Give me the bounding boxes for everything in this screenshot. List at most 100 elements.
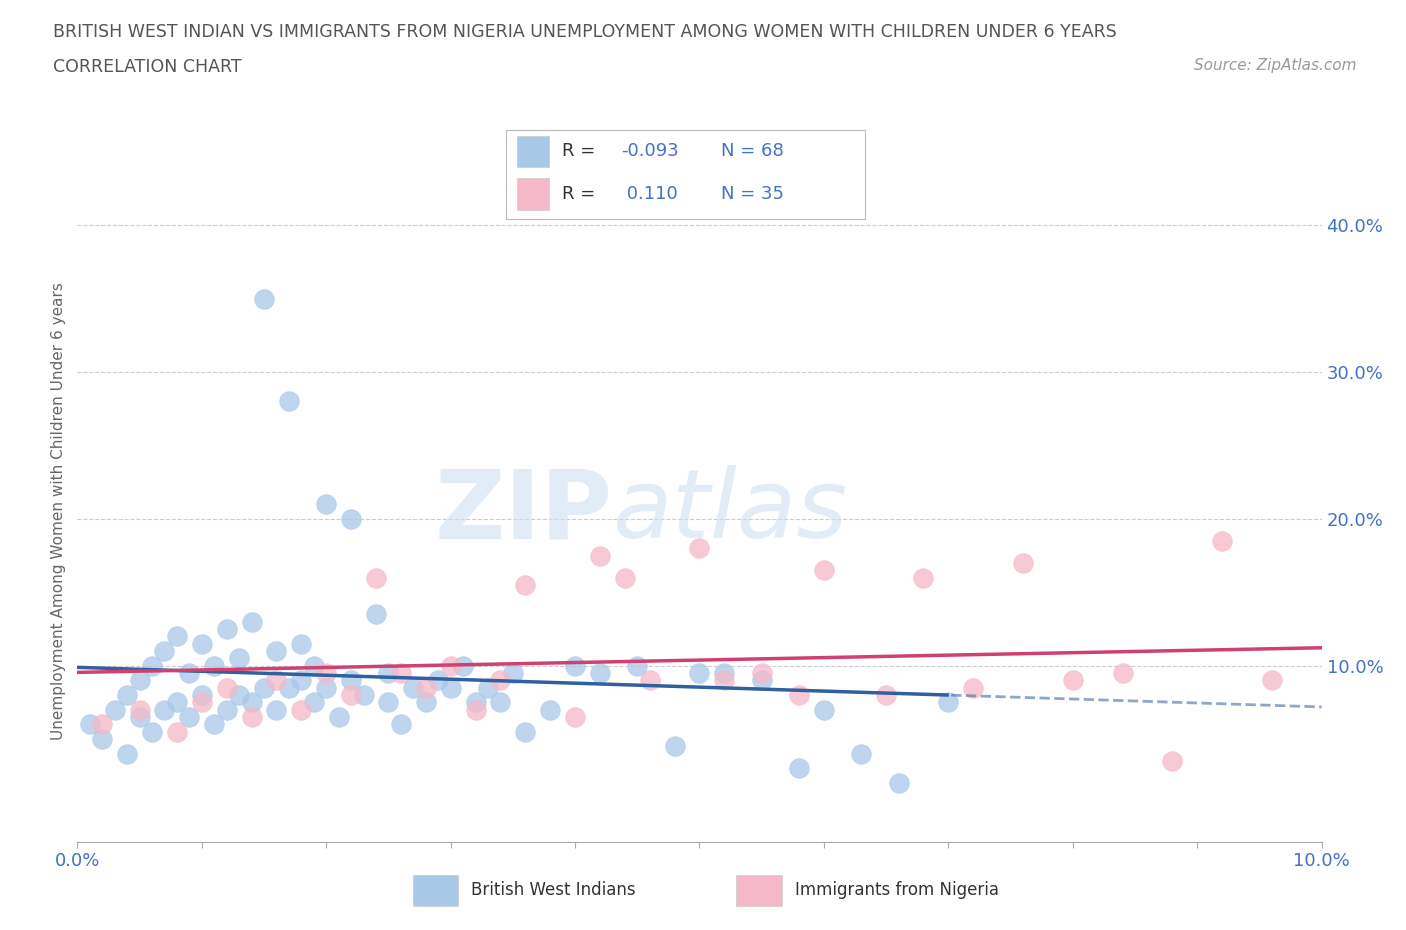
Point bbox=[340, 512, 363, 526]
Text: N = 35: N = 35 bbox=[721, 185, 785, 203]
Point bbox=[153, 644, 176, 658]
Y-axis label: Unemployment Among Women with Children Under 6 years: Unemployment Among Women with Children U… bbox=[51, 283, 66, 740]
Point bbox=[875, 687, 897, 702]
Point bbox=[389, 666, 412, 681]
Point bbox=[340, 687, 363, 702]
Point bbox=[128, 710, 150, 724]
Point bbox=[415, 680, 437, 695]
Point bbox=[589, 548, 612, 563]
Point bbox=[328, 710, 350, 724]
Text: Source: ZipAtlas.com: Source: ZipAtlas.com bbox=[1194, 58, 1357, 73]
Point bbox=[451, 658, 474, 673]
Text: Immigrants from Nigeria: Immigrants from Nigeria bbox=[794, 882, 998, 899]
Point bbox=[589, 666, 612, 681]
Point bbox=[277, 394, 299, 409]
Point bbox=[315, 666, 337, 681]
Point bbox=[302, 695, 325, 710]
Point bbox=[1062, 672, 1084, 687]
Point bbox=[202, 717, 225, 732]
Point bbox=[1261, 672, 1284, 687]
Point bbox=[787, 761, 810, 776]
Point bbox=[638, 672, 661, 687]
Point bbox=[664, 738, 686, 753]
Point bbox=[364, 570, 387, 585]
Point bbox=[962, 680, 984, 695]
Point bbox=[266, 672, 288, 687]
Bar bbox=[517, 136, 550, 167]
Point bbox=[166, 724, 188, 739]
Point bbox=[353, 687, 375, 702]
Point bbox=[689, 540, 711, 555]
Point bbox=[626, 658, 648, 673]
Point bbox=[91, 717, 114, 732]
Point bbox=[489, 695, 512, 710]
Text: CORRELATION CHART: CORRELATION CHART bbox=[53, 58, 242, 75]
Bar bbox=[413, 875, 458, 906]
Point bbox=[191, 695, 214, 710]
Point bbox=[340, 672, 363, 687]
Text: N = 68: N = 68 bbox=[721, 142, 785, 160]
Point bbox=[502, 666, 524, 681]
Point bbox=[253, 680, 276, 695]
Point bbox=[813, 702, 835, 717]
Point bbox=[364, 606, 387, 621]
Point bbox=[290, 672, 312, 687]
Point bbox=[713, 666, 735, 681]
Point bbox=[240, 695, 263, 710]
Point bbox=[240, 710, 263, 724]
Bar bbox=[737, 875, 782, 906]
Bar bbox=[517, 178, 550, 210]
Point bbox=[402, 680, 425, 695]
Point bbox=[415, 695, 437, 710]
Point bbox=[277, 680, 299, 695]
Point bbox=[887, 776, 910, 790]
Text: ZIP: ZIP bbox=[434, 465, 613, 558]
Point bbox=[240, 614, 263, 629]
Point bbox=[713, 672, 735, 687]
Point bbox=[91, 732, 114, 747]
Point bbox=[851, 746, 873, 761]
Point bbox=[787, 687, 810, 702]
Point bbox=[215, 680, 238, 695]
Point bbox=[166, 629, 188, 644]
Point bbox=[191, 687, 214, 702]
Point bbox=[938, 695, 960, 710]
Point bbox=[689, 666, 711, 681]
Point bbox=[179, 666, 201, 681]
Point bbox=[266, 644, 288, 658]
Text: 0.110: 0.110 bbox=[621, 185, 678, 203]
Point bbox=[115, 746, 138, 761]
Point bbox=[1161, 753, 1184, 768]
Point bbox=[751, 666, 773, 681]
Point bbox=[377, 666, 399, 681]
Point bbox=[128, 702, 150, 717]
Text: atlas: atlas bbox=[613, 465, 848, 558]
Point bbox=[79, 717, 101, 732]
Point bbox=[389, 717, 412, 732]
Point bbox=[115, 687, 138, 702]
Point bbox=[191, 636, 214, 651]
Point bbox=[912, 570, 935, 585]
Point bbox=[751, 672, 773, 687]
Text: R =: R = bbox=[562, 185, 595, 203]
Point bbox=[215, 702, 238, 717]
Point bbox=[179, 710, 201, 724]
Point bbox=[1012, 555, 1035, 570]
Point bbox=[440, 658, 463, 673]
Point bbox=[228, 651, 250, 666]
Point bbox=[202, 658, 225, 673]
Point bbox=[266, 702, 288, 717]
Point bbox=[489, 672, 512, 687]
Point bbox=[253, 291, 276, 306]
Point bbox=[141, 658, 163, 673]
Text: British West Indians: British West Indians bbox=[471, 882, 636, 899]
Point bbox=[515, 724, 537, 739]
Point bbox=[128, 672, 150, 687]
Point bbox=[215, 621, 238, 636]
Point bbox=[477, 680, 499, 695]
Point bbox=[515, 578, 537, 592]
Text: BRITISH WEST INDIAN VS IMMIGRANTS FROM NIGERIA UNEMPLOYMENT AMONG WOMEN WITH CHI: BRITISH WEST INDIAN VS IMMIGRANTS FROM N… bbox=[53, 23, 1118, 41]
Point bbox=[564, 658, 586, 673]
Point bbox=[104, 702, 127, 717]
Point bbox=[440, 680, 463, 695]
